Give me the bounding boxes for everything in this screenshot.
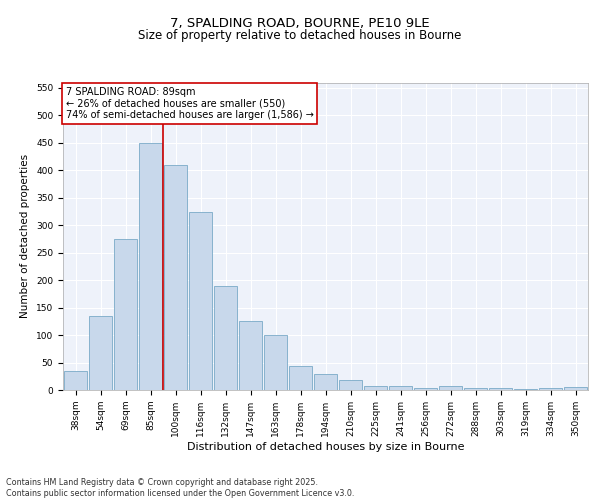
Bar [314,374,337,390]
Bar [364,386,387,390]
Bar [564,386,587,390]
Bar [414,388,437,390]
Bar [264,335,287,390]
Bar [64,371,87,390]
Text: 7 SPALDING ROAD: 89sqm
← 26% of detached houses are smaller (550)
74% of semi-de: 7 SPALDING ROAD: 89sqm ← 26% of detached… [65,87,314,120]
Bar [514,389,537,390]
Bar [164,165,187,390]
Text: Size of property relative to detached houses in Bourne: Size of property relative to detached ho… [139,29,461,42]
Y-axis label: Number of detached properties: Number of detached properties [20,154,31,318]
Text: Contains HM Land Registry data © Crown copyright and database right 2025.
Contai: Contains HM Land Registry data © Crown c… [6,478,355,498]
Bar [289,366,312,390]
Bar [114,239,137,390]
Bar [239,322,262,390]
Bar [439,386,462,390]
Bar [214,286,237,390]
Bar [389,386,412,390]
X-axis label: Distribution of detached houses by size in Bourne: Distribution of detached houses by size … [187,442,464,452]
Bar [189,212,212,390]
Text: 7, SPALDING ROAD, BOURNE, PE10 9LE: 7, SPALDING ROAD, BOURNE, PE10 9LE [170,18,430,30]
Bar [139,143,162,390]
Bar [339,380,362,390]
Bar [489,388,512,390]
Bar [464,388,487,390]
Bar [539,388,562,390]
Bar [89,316,112,390]
